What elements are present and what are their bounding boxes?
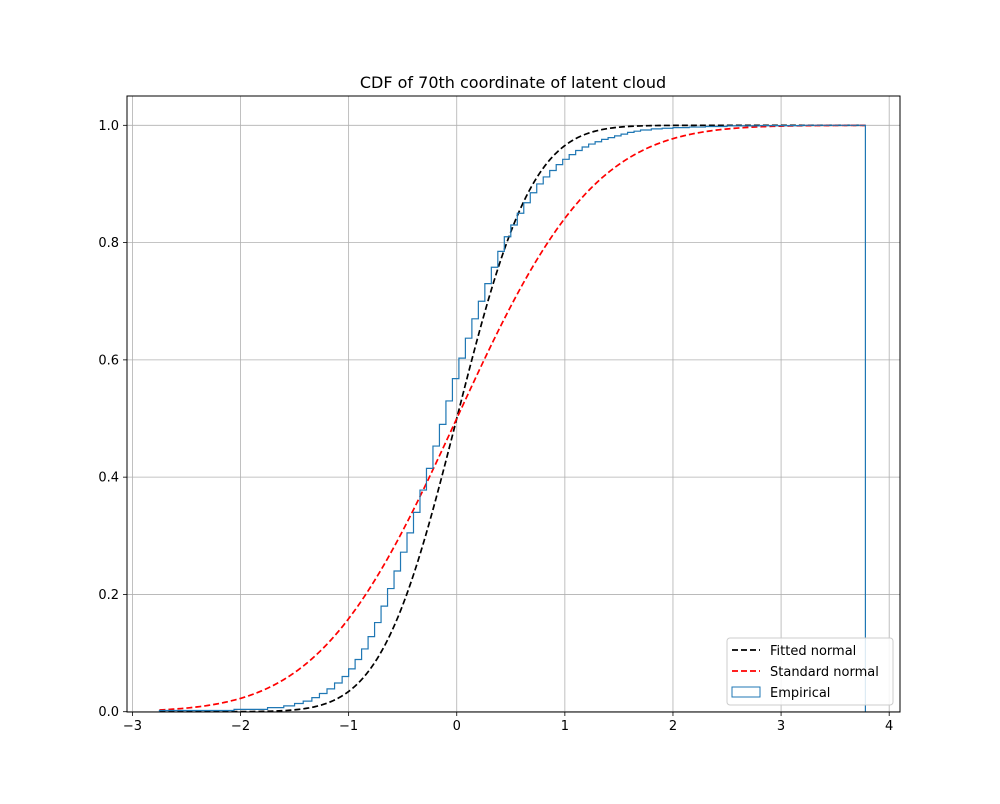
y-tick-label: 0.8 (98, 236, 119, 251)
x-tick-label: 1 (561, 719, 569, 734)
legend-swatch (731, 686, 761, 698)
plot-series (158, 124, 866, 713)
chart-title: CDF of 70th coordinate of latent cloud (360, 73, 666, 92)
x-tick-label: 4 (885, 719, 893, 734)
x-tick-label: 2 (669, 719, 677, 734)
legend-label: Empirical (770, 686, 830, 701)
y-tick-label: 0.0 (98, 705, 119, 720)
legend-box (726, 637, 894, 706)
x-tick-label: 3 (777, 719, 785, 734)
legend: Fitted normal Standard normal Empirical (726, 637, 894, 706)
y-tick-label: 0.6 (98, 353, 119, 368)
y-tick-label: 1.0 (98, 119, 119, 134)
x-tick-label: 0 (453, 719, 461, 734)
standard-normal-curve (159, 124, 866, 711)
plot-frame (126, 95, 901, 713)
y-tick-label: 0.4 (98, 471, 119, 486)
x-tick-label: −3 (123, 719, 142, 734)
x-tick-label: −1 (339, 719, 358, 734)
legend-label: Fitted normal (770, 644, 856, 659)
x-tick-label: −2 (231, 719, 250, 734)
empirical-cdf-step (158, 124, 866, 712)
y-tick-label: 0.2 (98, 588, 119, 603)
axis-ticks: −3 −2 −1 0 1 2 3 4 0.0 0.2 0.4 0.6 0.8 1.0 (98, 119, 893, 734)
legend-label: Standard normal (770, 665, 879, 680)
